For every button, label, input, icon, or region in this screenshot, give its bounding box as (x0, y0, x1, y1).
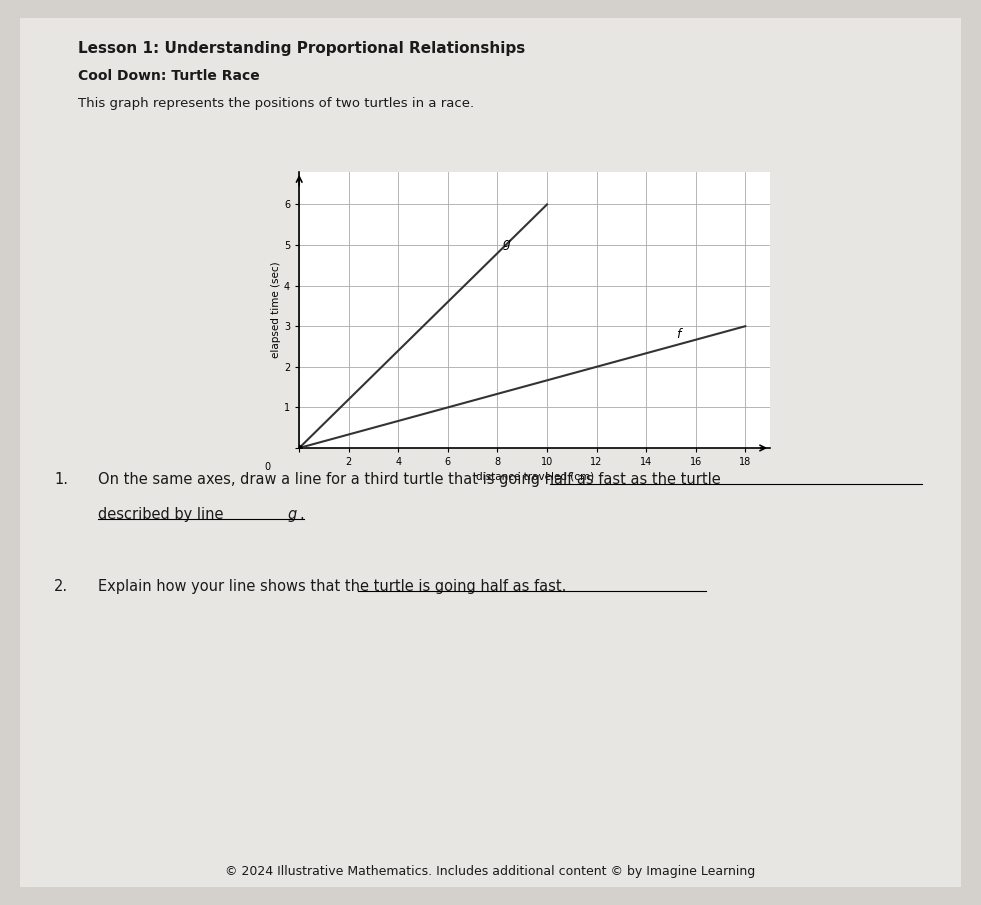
X-axis label: distance traveled (cm): distance traveled (cm) (476, 472, 594, 481)
Text: g: g (502, 237, 510, 250)
Text: g: g (287, 507, 296, 522)
Text: described by line: described by line (98, 507, 229, 522)
Text: Cool Down: Turtle Race: Cool Down: Turtle Race (78, 69, 260, 82)
Text: 1.: 1. (54, 472, 68, 488)
Text: This graph represents the positions of two turtles in a race.: This graph represents the positions of t… (78, 97, 475, 110)
Text: On the same axes, draw a line for a third turtle that is going half as fast as t: On the same axes, draw a line for a thir… (98, 472, 721, 488)
Y-axis label: elapsed time (sec): elapsed time (sec) (271, 262, 282, 358)
Text: Lesson 1: Understanding Proportional Relationships: Lesson 1: Understanding Proportional Rel… (78, 41, 526, 56)
Text: f: f (676, 329, 680, 341)
Text: .: . (299, 507, 304, 522)
Text: 2.: 2. (54, 579, 68, 595)
Text: 0: 0 (264, 462, 270, 472)
Text: Explain how your line shows that the turtle is going half as fast.: Explain how your line shows that the tur… (98, 579, 566, 595)
Text: © 2024 Illustrative Mathematics. Includes additional content © by Imagine Learni: © 2024 Illustrative Mathematics. Include… (226, 865, 755, 878)
